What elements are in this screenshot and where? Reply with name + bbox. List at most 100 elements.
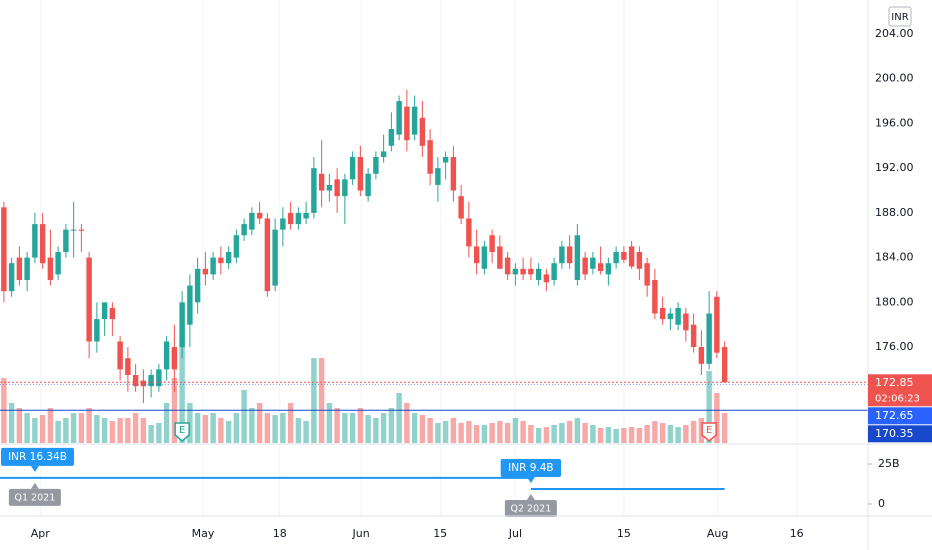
candle-body [218,257,224,264]
volume-bar [303,421,309,443]
candle-body [698,347,705,364]
volume-bar [675,427,681,443]
volume-bar [435,423,441,443]
volume-bar [94,415,100,443]
y-tick-label: 200.00 [875,72,914,85]
period-box [504,499,557,517]
candle-body [419,117,426,146]
candle-body [683,313,689,331]
volume-bar [132,413,139,443]
y2-tick-label: 25B [878,457,900,470]
x-tick-label: May [192,527,215,540]
candle-body [590,257,596,269]
candle-body [249,212,255,230]
candle-body [163,341,170,370]
candle-body [233,235,240,258]
candle-body [450,156,457,191]
volume-bar [225,421,232,443]
volume-bar [427,418,433,443]
y2-tick-label: 0 [878,497,885,510]
volume-bar [721,413,728,443]
candle-body [179,302,185,348]
volume-bar [287,403,294,443]
candle-body [597,263,604,272]
x-tick-label: Aug [707,527,728,540]
volume-bar [497,421,503,443]
candle-body [574,235,581,280]
volume-bar [272,415,278,443]
value-label-pointer [30,465,39,472]
volume-bar [404,403,410,443]
x-tick-label: Apr [31,527,51,540]
volume-bar [202,415,209,443]
volume-bar [520,421,526,443]
candle-body [109,307,116,320]
volume-bar [148,425,154,443]
volume-bar [357,408,364,443]
candle-body [140,380,147,387]
volume-layer [1,333,728,443]
candle-body [148,375,154,387]
candle-body [388,129,395,146]
volume-bar [373,418,379,443]
candle-body [644,263,650,286]
volume-bar [566,421,573,443]
volume-bar [605,427,612,443]
candle-body [86,257,92,342]
candle-body [1,207,7,292]
period-pointer [526,493,535,500]
volume-bar [256,403,263,443]
volume-bar [24,413,30,443]
candle-body [659,307,666,320]
candle-body [16,257,23,280]
event-label: E [706,425,712,436]
y-tick-label: 192.00 [875,161,914,174]
volume-bar [574,418,581,443]
volume-bar [280,413,286,443]
candle-body [559,246,565,264]
volume-bar [117,418,123,443]
currency-label[interactable]: INR [891,12,908,23]
candle-body [241,224,247,236]
y-tick-label: 180.00 [875,295,914,308]
volume-bar [47,408,54,443]
volume-bar [504,423,511,443]
volume-bar [551,425,557,443]
candle-body [70,229,77,231]
candle-body [132,375,139,387]
event-marker [174,422,190,442]
volume-bar [125,418,131,443]
candle-body [334,179,340,197]
y-tick-label: 176.00 [875,340,914,353]
candle-body [8,263,15,292]
x-tick-label: 15 [433,527,447,540]
volume-bar [101,418,108,443]
volume-bar [249,408,255,443]
volume-bar [690,421,697,443]
volume-bar [163,403,170,443]
volume-bar [380,413,387,443]
candle-body [621,252,627,260]
currency-box[interactable] [888,6,912,27]
candle-body [721,347,728,383]
candle-body [47,257,54,280]
volume-bar [179,333,185,443]
candle-body [171,347,178,370]
candle-body [311,168,317,213]
volume-bar [55,421,61,443]
x-tick-label: 16 [790,527,804,540]
volume-bar [365,415,371,443]
volume-bar [32,418,38,443]
event-marker [701,422,717,442]
period-box [8,488,61,506]
candle-body [32,224,38,258]
volume-bar [349,413,356,443]
volume-bar [334,408,340,443]
overlay-layer: E E INR 16.34B Q1 2021 INR 9.4B Q2 2021 [0,381,868,517]
candle-body [295,212,302,225]
axes-layer: 176.00 180.00 184.00 188.00 192.00 196.00 200.… [31,27,932,540]
volume-bar [342,413,348,443]
volume-bar [706,371,712,443]
